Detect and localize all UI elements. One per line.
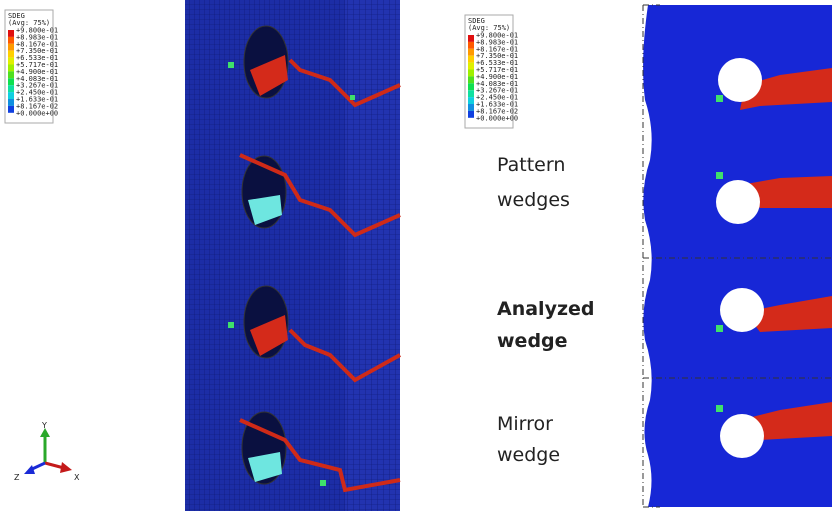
region-label: Pattern	[497, 154, 565, 176]
legend-band	[468, 97, 474, 104]
legend-band	[8, 37, 14, 44]
legend-value: +0.000e+00	[476, 114, 518, 122]
legend-band	[468, 49, 474, 56]
region-label: wedge	[497, 444, 560, 466]
legend-band	[468, 35, 474, 42]
legend: SDEG(Avg: 75%)+9.800e-01+8.983e-01+8.167…	[465, 15, 518, 128]
legend-band	[468, 42, 474, 49]
legend-band	[8, 30, 14, 37]
legend-band	[8, 71, 14, 78]
legend-band	[8, 85, 14, 92]
legend: SDEG(Avg: 75%)+9.800e-01+8.983e-01+8.167…	[5, 10, 58, 123]
legend-band	[468, 83, 474, 90]
fem-model-section	[643, 5, 832, 507]
legend-band	[468, 63, 474, 70]
page: {"legends": [ {"title": "SDEG", "subtitl…	[0, 0, 832, 511]
legend-band	[8, 106, 14, 113]
legend-band	[8, 99, 14, 106]
legend-band	[8, 92, 14, 99]
legend-band	[8, 78, 14, 85]
region-label: wedges	[497, 189, 570, 211]
legend-band	[468, 76, 474, 83]
legend-band	[468, 70, 474, 77]
legend-band	[8, 44, 14, 51]
figure: Y Z X SDEG(Avg: 75%)+9.800e-01+8.983e-01…	[0, 0, 832, 511]
legend-band	[468, 90, 474, 97]
triad-label: Z	[14, 473, 20, 482]
region-label: Mirror	[497, 413, 553, 435]
legend-band	[8, 51, 14, 58]
triad-label: Y	[41, 421, 47, 430]
region-label: Analyzed	[497, 298, 595, 320]
region-label: wedge	[497, 330, 568, 352]
legend-value: +0.000e+00	[16, 109, 58, 117]
legend-band	[468, 111, 474, 118]
legend-band	[468, 104, 474, 111]
legend-band	[8, 65, 14, 72]
fem-model-3d	[185, 0, 400, 511]
legend-band	[468, 56, 474, 63]
axis-triad: Y Z X	[14, 421, 80, 482]
legend-band	[8, 58, 14, 65]
triad-label: X	[74, 473, 80, 482]
